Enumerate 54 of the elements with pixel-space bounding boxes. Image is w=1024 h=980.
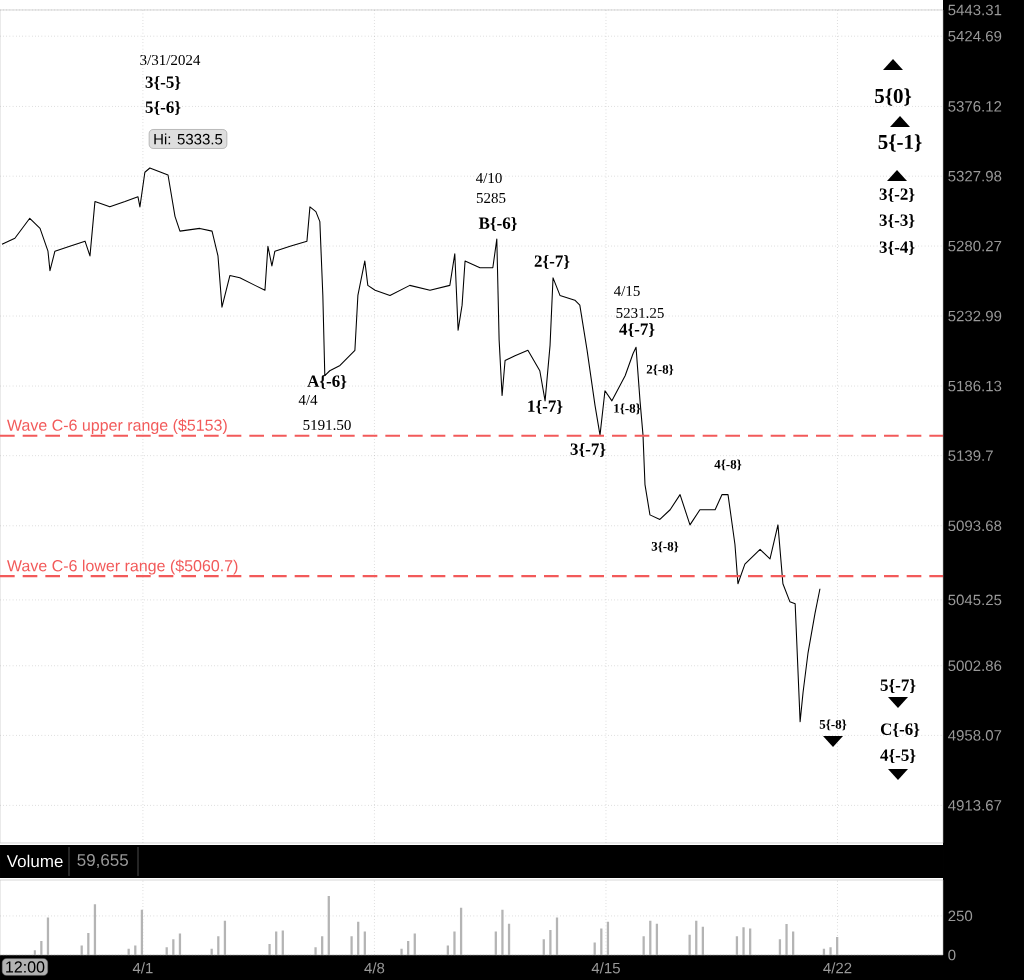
chart-title: Volume	[6, 854, 63, 868]
annotation: 4{-7}	[619, 322, 655, 338]
annotation: 4/4	[298, 394, 318, 405]
annotation: 3{-2}	[879, 187, 915, 203]
y-tick-label: 5424.69	[948, 30, 1002, 42]
annotation: 1{-7}	[528, 399, 563, 415]
annotation: 2{-7}	[534, 254, 570, 270]
annotation: 3{-7}	[570, 442, 606, 458]
annotation: 5{-1}	[878, 134, 922, 152]
annotation: 5231.25	[616, 307, 664, 319]
x-tick-label: 4/22	[823, 962, 852, 974]
y-tick-label: 5443.31	[948, 4, 1002, 16]
annotation: 3{-5}	[145, 75, 181, 91]
line-series	[1, 167, 821, 723]
y-tick-label: 5327.98	[948, 170, 1002, 182]
annotation: A{-6}	[307, 374, 347, 390]
text: 12:00	[6, 961, 45, 973]
annotation: 3{-8}	[651, 541, 679, 553]
y-tick-label: 250	[948, 910, 973, 922]
annotation: 5191.50	[303, 419, 351, 431]
y-tick-label: 5280.27	[948, 240, 1002, 252]
x-tick-label: 4/15	[591, 962, 620, 974]
annotation: C{-6}	[880, 722, 920, 738]
annotation: 5{-7}	[880, 678, 916, 694]
y-tick-label: 0	[948, 949, 956, 961]
ref-line-label: Wave C-6 lower range ($5060.7)	[7, 559, 238, 575]
y-tick-label: 5186.13	[948, 380, 1002, 392]
x-tick-label: 4/8	[364, 962, 385, 974]
ref-line-label: Wave C-6 upper range ($5153)	[7, 418, 227, 435]
y-tick-label: 5139.7	[948, 450, 993, 461]
annotation: 3{-4}	[879, 240, 915, 256]
annotation: B{-6}	[478, 216, 517, 232]
x-tick-label: 4/1	[132, 962, 153, 974]
annotation: 5285	[476, 192, 506, 204]
y-tick-label: 5232.99	[948, 310, 1002, 322]
annotation: 3/31/2024	[140, 54, 201, 66]
y-tick-label: 5093.68	[948, 520, 1002, 532]
annotation: Hi: 5333.5	[154, 133, 223, 145]
annotation: 4{-8}	[714, 459, 742, 471]
annotation: 5{-6}	[145, 100, 181, 116]
annotation: 4{-5}	[880, 748, 916, 764]
y-tick-label: 5376.12	[948, 101, 1002, 112]
annotation: 4/15	[613, 285, 640, 297]
y-tick-label: 5002.86	[948, 660, 1002, 672]
y-tick-label: 4958.07	[948, 730, 1002, 741]
annotation: 2{-8}	[646, 364, 674, 376]
annotation: 1{-8}	[614, 403, 641, 415]
annotation: 5{-8}	[819, 719, 847, 731]
text: 59,655	[77, 853, 128, 869]
annotation: 4/10	[475, 172, 502, 184]
annotation: 3{-3}	[879, 213, 915, 229]
annotation: 5{0}	[875, 88, 912, 106]
y-tick-label: 5045.25	[948, 594, 1002, 606]
y-tick-label: 4913.67	[948, 800, 1002, 811]
